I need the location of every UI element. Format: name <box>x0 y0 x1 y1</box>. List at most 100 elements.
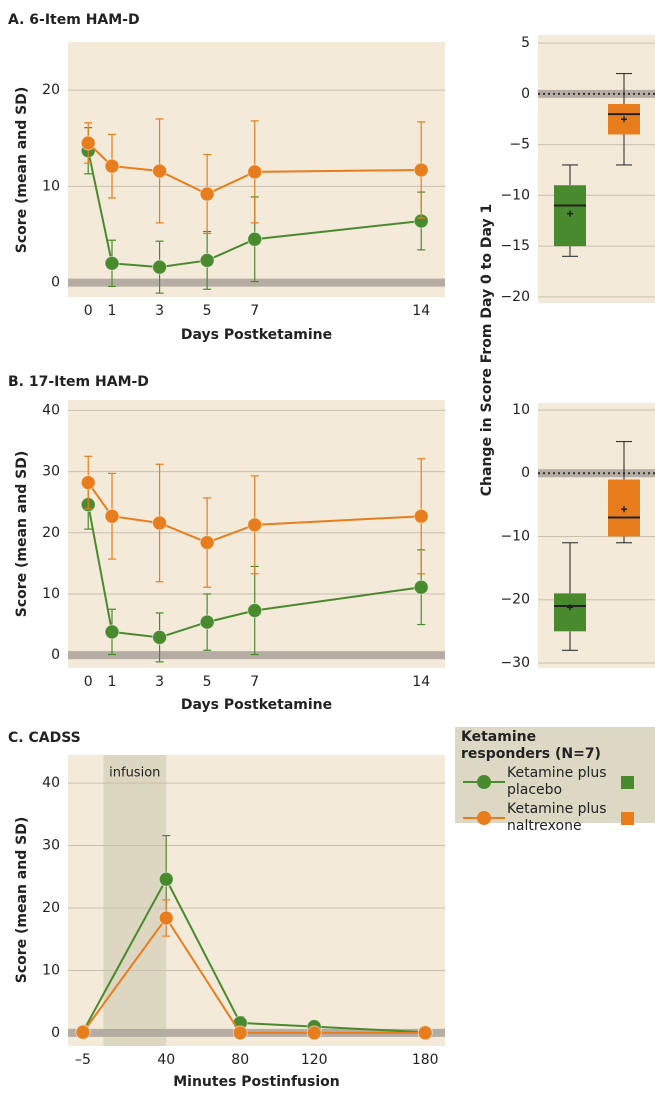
y-tick-label: −20 <box>500 289 530 305</box>
y-tick-label: 10 <box>42 962 60 978</box>
x-tick-label: 0 <box>84 303 93 319</box>
data-point <box>199 252 215 268</box>
legend-label: Ketamine plus placebo <box>507 765 607 798</box>
data-point <box>75 1024 91 1040</box>
legend-entries: Ketamine plus placebo Ketamine plus naltr… <box>461 765 649 835</box>
data-point <box>104 255 120 271</box>
data-point <box>152 163 168 179</box>
x-axis-label: Days Postketamine <box>181 327 332 343</box>
y-tick-label: 0 <box>521 86 530 102</box>
legend-symbol <box>463 811 505 825</box>
chart-title: B. 17-Item HAM-D <box>8 374 149 390</box>
y-tick-label: 0 <box>51 1025 60 1041</box>
x-axis-label: Days Postketamine <box>181 697 332 713</box>
mean-marker <box>621 116 627 123</box>
data-point <box>158 871 174 887</box>
y-axis-label: Score (mean and SD) <box>14 451 30 617</box>
x-tick-label: 1 <box>108 674 117 690</box>
y-tick-label: 20 <box>42 82 60 98</box>
y-tick-label: −30 <box>500 655 530 671</box>
x-tick-label: 7 <box>250 303 259 319</box>
data-point <box>247 164 263 180</box>
x-tick-label: 14 <box>412 303 430 319</box>
data-point <box>413 579 429 595</box>
data-point <box>306 1025 322 1041</box>
y-tick-label: 0 <box>51 647 60 663</box>
x-tick-label: –5 <box>75 1052 91 1068</box>
y-tick-label: −5 <box>509 137 530 153</box>
y-axis-label: Score (mean and SD) <box>14 817 30 983</box>
data-point <box>80 475 96 491</box>
data-point <box>199 614 215 630</box>
x-tick-label: 0 <box>84 674 93 690</box>
data-point <box>104 158 120 174</box>
y-tick-label: 0 <box>521 465 530 481</box>
x-tick-label: 120 <box>301 1052 328 1068</box>
y-tick-label: 40 <box>42 775 60 791</box>
data-point <box>247 517 263 533</box>
data-point <box>232 1025 248 1041</box>
y-tick-label: 0 <box>51 275 60 291</box>
annotation-label: infusion <box>109 766 160 781</box>
data-point <box>417 1025 433 1041</box>
legend-swatch <box>621 811 634 825</box>
data-point <box>80 135 96 151</box>
chart-title: A. 6-Item HAM-D <box>8 12 140 28</box>
y-tick-label: 20 <box>42 900 60 916</box>
data-point <box>413 508 429 524</box>
x-tick-label: 3 <box>155 303 164 319</box>
chart-title: C. CADSS <box>8 730 81 746</box>
y-tick-label: −10 <box>500 187 530 203</box>
legend-marker <box>477 811 491 825</box>
y-tick-label: −15 <box>500 238 530 254</box>
plot-background <box>68 400 445 668</box>
x-tick-label: 80 <box>231 1052 249 1068</box>
legend-entry: Ketamine plus placebo <box>461 765 649 799</box>
x-tick-label: 40 <box>157 1052 175 1068</box>
legend: Ketamine responders (N=7) Ketamine plus … <box>455 727 655 834</box>
legend-swatch <box>621 775 634 789</box>
mean-marker <box>567 604 573 611</box>
y-tick-label: 40 <box>42 402 60 418</box>
legend-symbol <box>463 775 505 789</box>
data-point <box>152 515 168 531</box>
y-tick-label: 10 <box>42 586 60 602</box>
legend-title: Ketamine responders (N=7) <box>461 729 601 762</box>
data-point <box>152 259 168 275</box>
x-tick-label: 5 <box>203 674 212 690</box>
data-point <box>104 624 120 640</box>
x-tick-label: 1 <box>108 303 117 319</box>
legend-entry: Ketamine plus naltrexone <box>461 801 649 835</box>
x-tick-label: 3 <box>155 674 164 690</box>
legend-label: Ketamine plus naltrexone <box>507 801 607 834</box>
legend-marker <box>477 775 491 789</box>
x-tick-label: 7 <box>250 674 259 690</box>
mean-marker <box>621 506 627 513</box>
y-tick-label: 20 <box>42 525 60 541</box>
y-tick-label: 30 <box>42 464 60 480</box>
annotation-band <box>103 755 167 1046</box>
data-point <box>104 508 120 524</box>
y-tick-label: 5 <box>521 35 530 51</box>
data-point <box>247 602 263 618</box>
y-tick-label: 30 <box>42 838 60 854</box>
y-axis-label: Score (mean and SD) <box>14 87 30 253</box>
y-tick-label: 10 <box>512 402 530 418</box>
data-point <box>158 910 174 926</box>
y-tick-label: −10 <box>500 528 530 544</box>
series-line <box>87 150 422 269</box>
y-tick-label: −20 <box>500 592 530 608</box>
data-point <box>247 231 263 247</box>
box <box>554 593 586 632</box>
data-point <box>152 629 168 645</box>
x-tick-label: 14 <box>412 674 430 690</box>
series-line <box>87 504 422 639</box>
y-axis-label: Change in Score From Day 0 to Day 1 <box>479 204 495 496</box>
x-tick-label: 5 <box>203 303 212 319</box>
mean-marker <box>567 210 573 217</box>
data-point <box>199 535 215 551</box>
y-tick-label: 10 <box>42 178 60 194</box>
x-axis-label: Minutes Postinfusion <box>173 1074 340 1090</box>
